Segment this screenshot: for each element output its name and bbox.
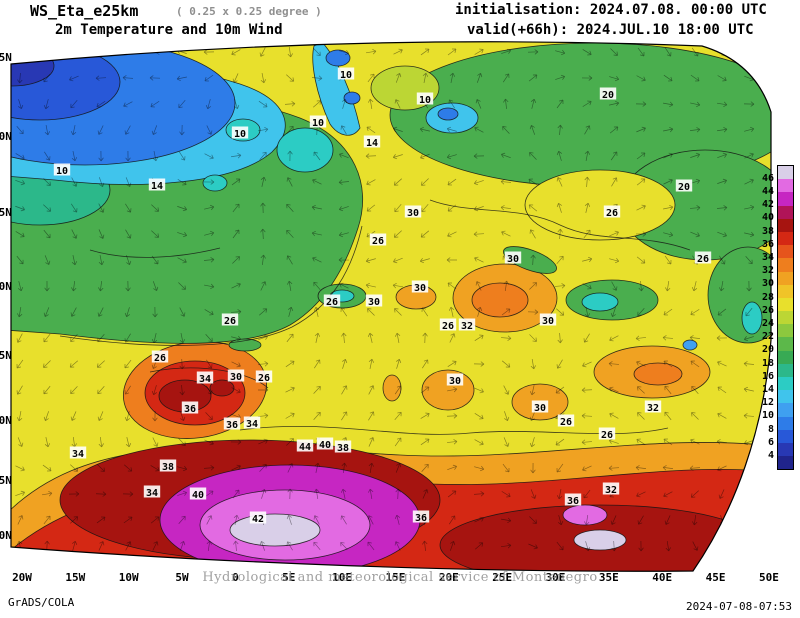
contour-label: 40 [192, 490, 204, 501]
contour-label: 30 [230, 372, 242, 383]
lon-label: 15W [65, 571, 86, 584]
contour-label: 36 [567, 496, 579, 507]
init-time: initialisation: 2024.07.08. 00:00 UTC [455, 2, 767, 18]
lat-label: 40N [0, 414, 12, 427]
contour-label: 30 [449, 376, 461, 387]
contour-label: 26 [154, 353, 166, 364]
contour-label: 26 [560, 417, 572, 428]
contour-label: 40 [319, 440, 331, 451]
contour-label: 14 [366, 138, 378, 149]
lon-label: 0 [232, 571, 239, 584]
contour-label: 26 [606, 208, 618, 219]
contour-label: 26 [224, 316, 236, 327]
contour-label: 34 [246, 419, 258, 430]
contour-label: 38 [337, 443, 349, 454]
product-title: 2m Temperature and 10m Wind [55, 22, 283, 38]
lon-label: 15E [385, 571, 406, 584]
contour-label: 26 [601, 430, 613, 441]
contour-label: 36 [184, 404, 196, 415]
temperature-field [11, 41, 771, 572]
contour-label: 34 [72, 449, 84, 460]
contour-label: 26 [697, 254, 709, 265]
contour-label: 30 [368, 297, 380, 308]
creation-timestamp: 2024-07-08-07:53 [686, 600, 792, 613]
contour-label: 26 [258, 373, 270, 384]
contour-label: 20 [602, 90, 614, 101]
contour-label: 34 [146, 488, 158, 499]
contour-label: 30 [507, 254, 519, 265]
lat-label: 60N [0, 130, 12, 143]
contour-label: 32 [461, 321, 473, 332]
lat-label: 50N [0, 280, 12, 293]
contour-labels: 10 10 20 10 10 14 10 14 20 30 26 26 26 30 30 26 30 26 26 32… [53, 67, 712, 525]
lon-label: 50E [758, 571, 779, 584]
contour-label: 30 [534, 403, 546, 414]
generator-credit: GrADS/COLA [8, 596, 75, 609]
lon-label: 20W [12, 571, 32, 584]
latitude-axis: 65N 60N 55N 50N 45N 40N 35N 30N [0, 0, 22, 618]
lat-label: 35N [0, 474, 12, 487]
contour-label: 30 [414, 283, 426, 294]
lon-label: 25E [492, 571, 513, 584]
lat-label: 65N [0, 51, 12, 64]
contour-label: 26 [442, 321, 454, 332]
lat-label: 30N [0, 529, 12, 542]
lat-label: 45N [0, 349, 12, 362]
contour-label: 10 [56, 166, 68, 177]
lon-label: 10E [332, 571, 353, 584]
contour-label: 26 [372, 236, 384, 247]
watermark: Hydrological and meteorological service … [202, 570, 598, 585]
model-name: WS_Eta_e25km [30, 2, 139, 20]
contour-label: 38 [162, 462, 174, 473]
contour-label: 20 [678, 182, 690, 193]
contour-label: 32 [647, 403, 659, 414]
contour-label: 10 [312, 118, 324, 129]
contour-label: 26 [326, 297, 338, 308]
contour-label: 30 [407, 208, 419, 219]
valid-time: valid(+66h): 2024.JUL.10 18:00 UTC [467, 22, 754, 38]
contour-label: 44 [299, 442, 311, 453]
contour-label: 34 [199, 374, 211, 385]
lon-label: 40E [652, 571, 673, 584]
lon-label: 30E [545, 571, 566, 584]
contour-label: 14 [151, 181, 163, 192]
contour-label: 30 [542, 316, 554, 327]
longitude-axis: 20W 15W 10W 5W 0 5E 10E 15E 20E 25E 30E 35E 40E 45E 50… [0, 571, 800, 585]
lon-label: 5E [282, 571, 296, 584]
grid-resolution: ( 0.25 x 0.25 degree ) [176, 5, 322, 18]
lon-label: 5W [175, 571, 189, 584]
contour-label: 10 [340, 70, 352, 81]
lat-label: 55N [0, 206, 12, 219]
lon-label: 10W [118, 571, 139, 584]
contour-label: 36 [226, 420, 238, 431]
domain-boundary [10, 41, 772, 572]
lon-label: 20E [438, 571, 459, 584]
lon-label: 45E [705, 571, 726, 584]
contour-label: 10 [419, 95, 431, 106]
lon-label: 35E [598, 571, 619, 584]
contour-label: 42 [252, 514, 264, 525]
contour-label: 10 [234, 129, 246, 140]
contour-label: 32 [605, 485, 617, 496]
contour-label: 36 [415, 513, 427, 524]
